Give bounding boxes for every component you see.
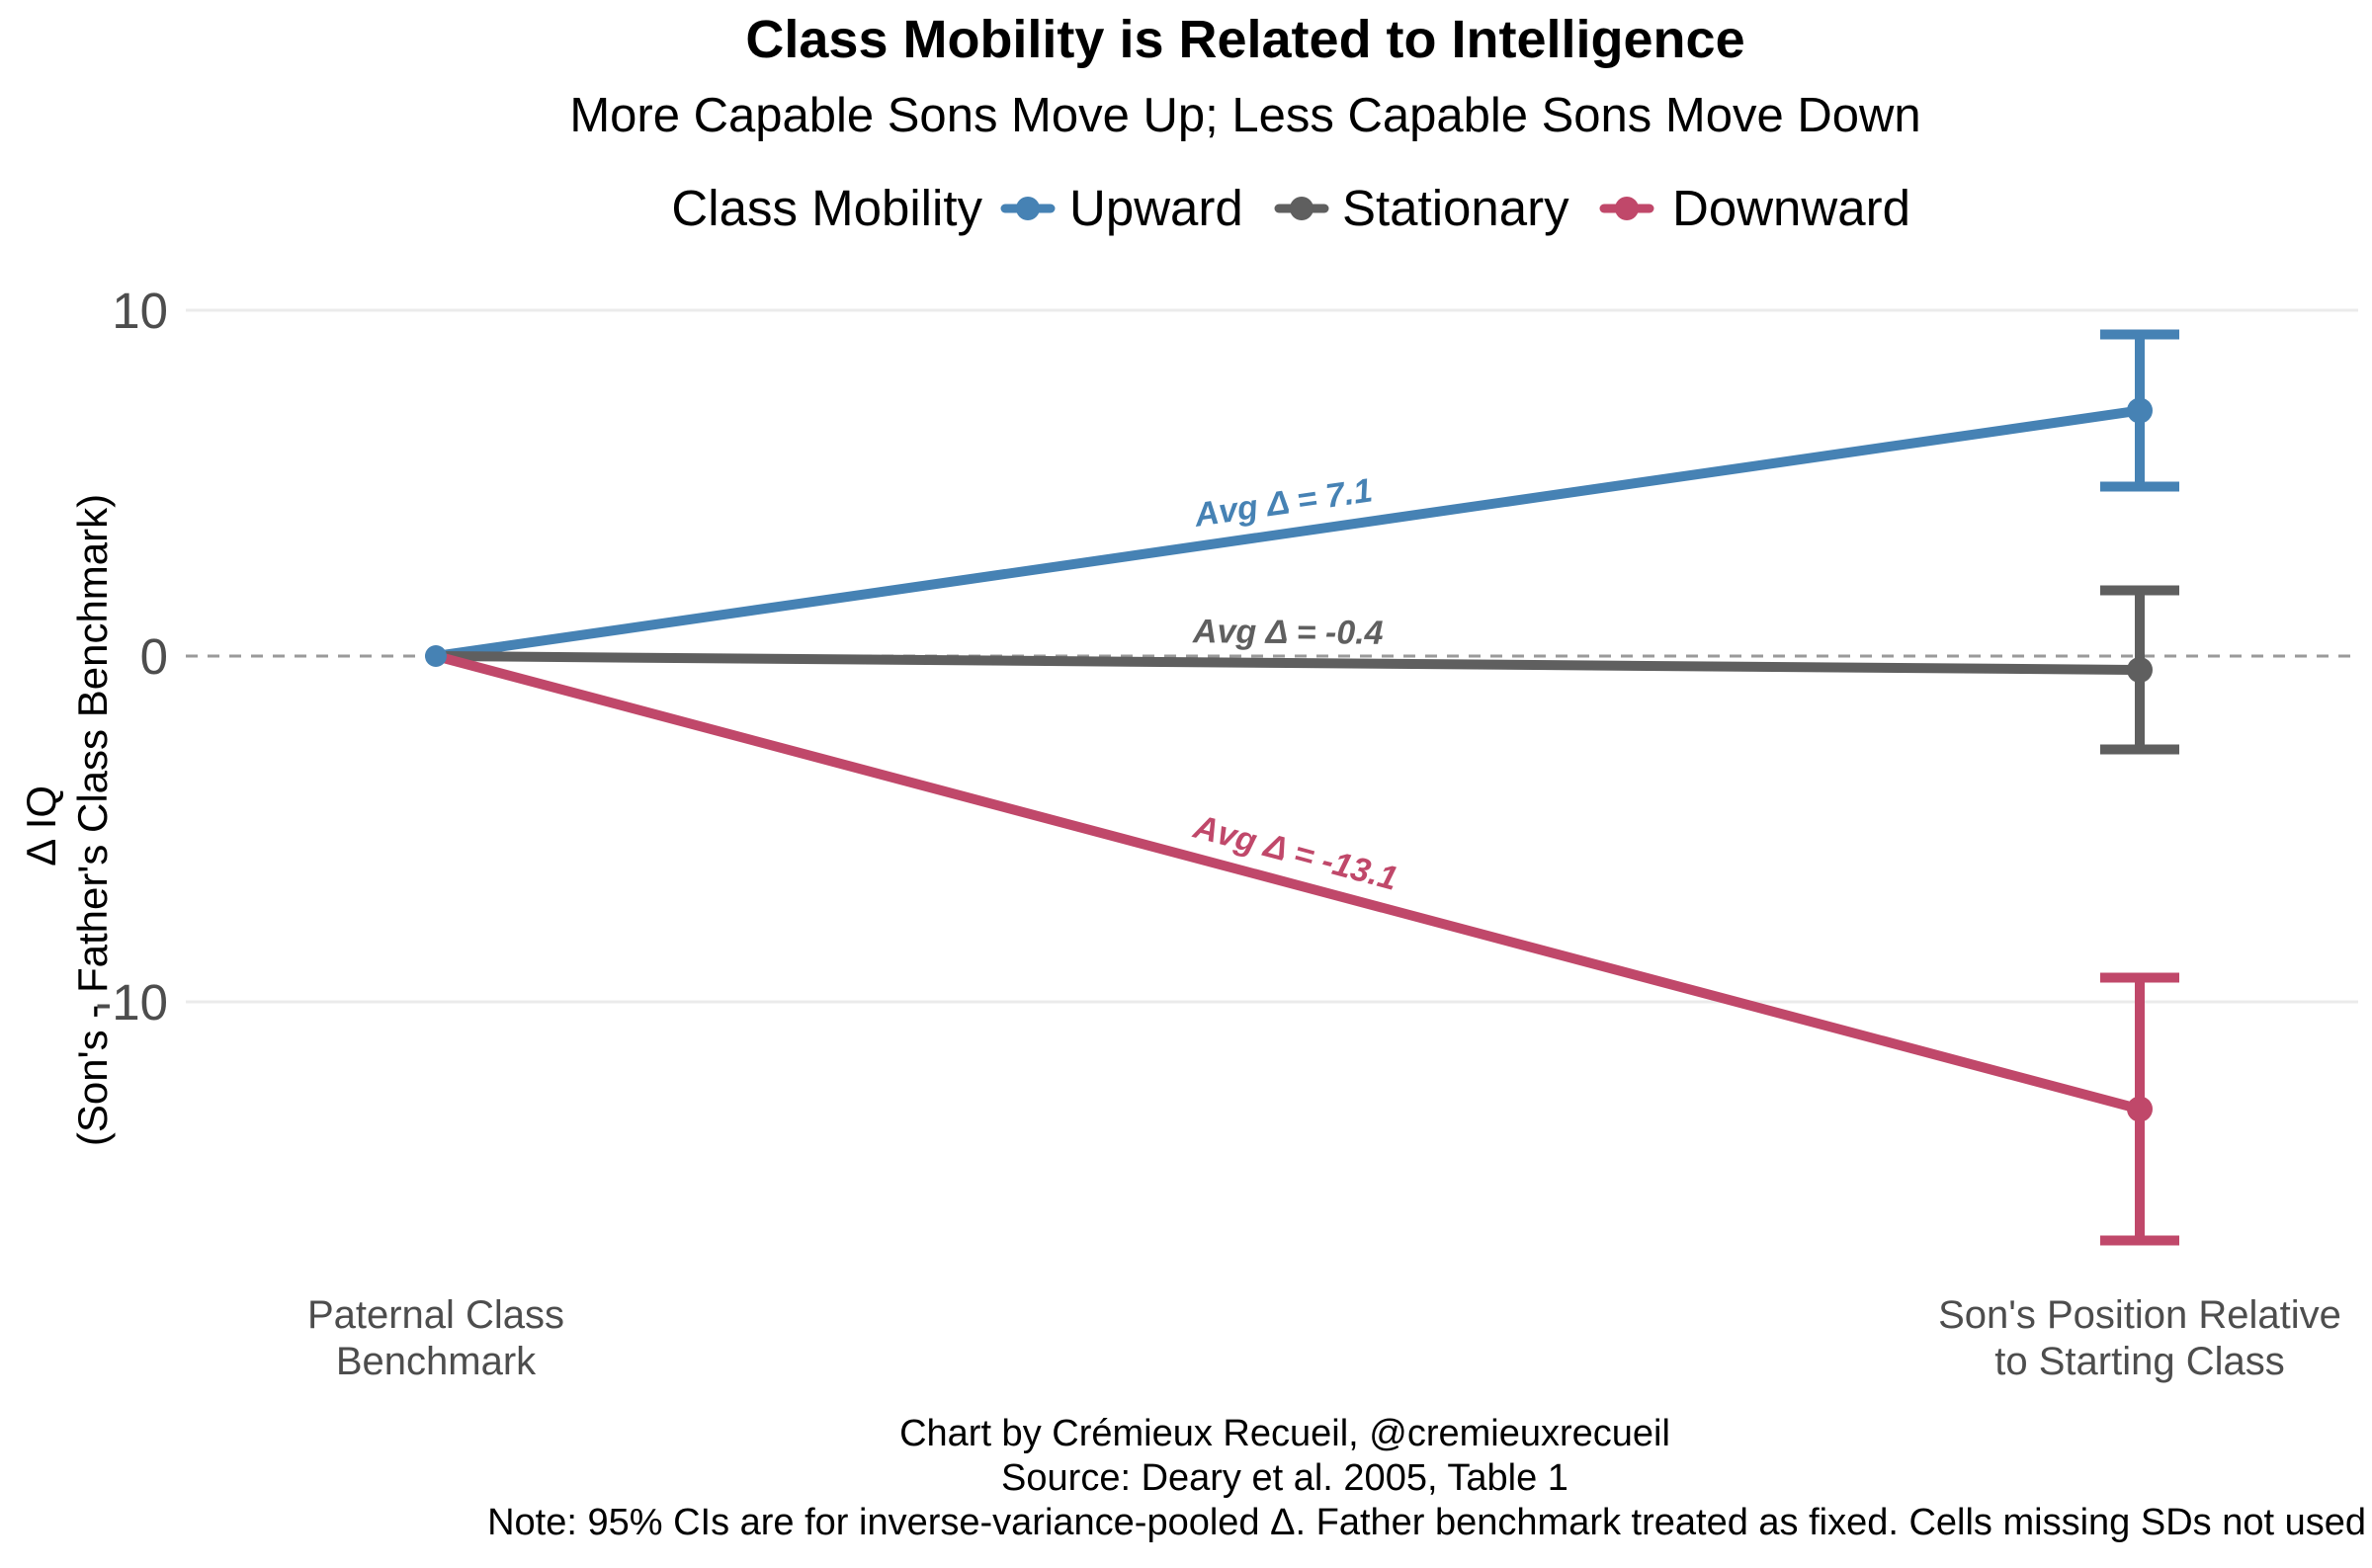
legend: Class Mobility Upward Stationary Downwar… <box>671 180 1910 236</box>
legend-title: Class Mobility <box>671 180 982 236</box>
legend-dot-upward <box>1016 197 1040 220</box>
legend-entry-stationary: Stationary <box>1274 180 1569 236</box>
caption: Chart by Crémieux Recueil, @cremieuxrecu… <box>487 1413 2366 1543</box>
y-axis-label: Δ IQ (Son's - Father's Class Benchmark) <box>18 494 116 1146</box>
y-tick-label-10: -10 <box>95 974 168 1031</box>
x-tick-label-1-line-1: Paternal Class <box>307 1293 564 1337</box>
point-end-upward <box>2127 397 2153 424</box>
x-tick-labels: Paternal Class Benchmark Son's Position Re… <box>307 1293 2341 1383</box>
gridlines <box>186 308 2358 1004</box>
legend-dot-stationary <box>1290 197 1313 220</box>
x-tick-label-2: Son's Position Relative to Starting Class <box>1938 1293 2341 1383</box>
point-end-stationary <box>2127 657 2153 683</box>
line-upward <box>431 405 2145 661</box>
legend-entry-downward: Downward <box>1599 180 1910 236</box>
legend-entry-upward: Upward <box>1000 180 1243 236</box>
avg-label-stationary: Avg Δ = -0.4 <box>1192 613 1384 652</box>
point-end-downward <box>2127 1096 2153 1122</box>
line-downward <box>431 651 2145 1114</box>
x-tick-label-2-line-1: Son's Position Relative <box>1938 1293 2341 1337</box>
legend-label-upward: Upward <box>1069 180 1243 236</box>
legend-label-stationary: Stationary <box>1342 180 1569 236</box>
series-downward: Avg Δ = -13.1 <box>431 651 2179 1246</box>
y-tick-label-0: 0 <box>140 628 168 685</box>
legend-label-downward: Downward <box>1672 180 1910 236</box>
caption-note: Note: 95% CIs are for inverse-variance-p… <box>487 1502 2366 1543</box>
y-axis-label-line-2: (Son's - Father's Class Benchmark) <box>69 494 116 1146</box>
legend-dot-downward <box>1615 197 1639 220</box>
point-start-benchmark <box>425 645 447 667</box>
y-tick-label-10: 10 <box>112 283 168 339</box>
line-stationary <box>431 651 2145 675</box>
y-tick-labels: 10 0 -10 <box>95 283 168 1031</box>
caption-source: Source: Deary et al. 2005, Table 1 <box>1001 1457 1568 1499</box>
x-tick-label-1-line-2: Benchmark <box>336 1340 537 1383</box>
chart-title: Class Mobility is Related to Intelligenc… <box>745 10 1744 69</box>
y-axis-label-line-1: Δ IQ <box>18 785 64 867</box>
series-upward: Avg Δ = 7.1 <box>431 329 2179 661</box>
chart-subtitle: More Capable Sons Move Up; Less Capable … <box>569 89 1920 142</box>
series-stationary: Avg Δ = -0.4 <box>431 585 2179 755</box>
x-tick-label-2-line-2: to Starting Class <box>1994 1340 2284 1383</box>
caption-credit: Chart by Crémieux Recueil, @cremieuxrecu… <box>899 1413 1670 1454</box>
x-tick-label-1: Paternal Class Benchmark <box>307 1293 564 1383</box>
